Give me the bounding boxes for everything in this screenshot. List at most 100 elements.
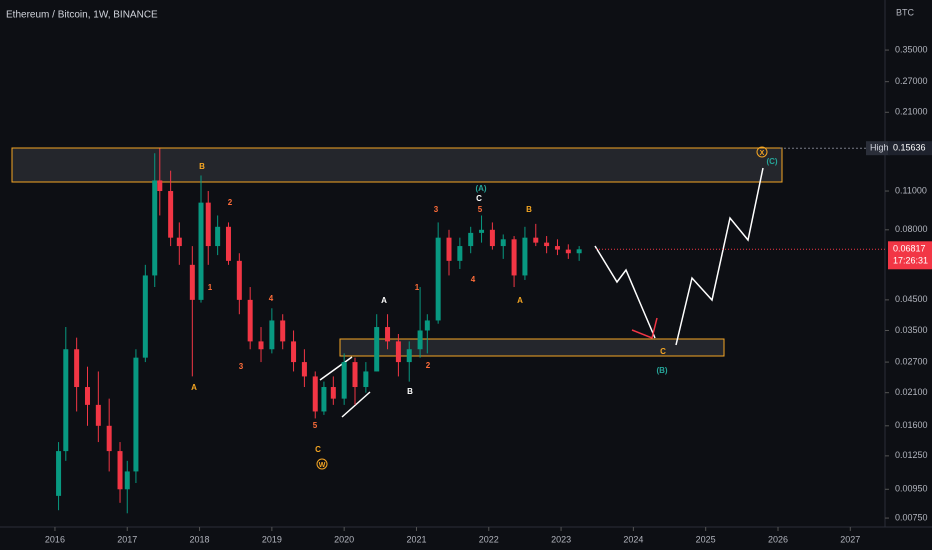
candle-body (489, 229, 495, 247)
wave-label: B (407, 387, 413, 396)
candle-body (565, 249, 571, 254)
y-tick-label: 0.01250 (895, 450, 928, 460)
candle-body (446, 237, 452, 261)
x-tick-label: 2019 (262, 534, 282, 544)
wave-label: 4 (269, 294, 274, 303)
candle-body (385, 327, 391, 342)
wave-label: 1 (415, 283, 420, 292)
candle-body (554, 246, 560, 250)
candle-body (468, 232, 474, 247)
high-value-box (888, 141, 932, 156)
candle-body (321, 387, 327, 412)
candle-body (280, 320, 286, 342)
wave-label: 1 (208, 283, 213, 292)
last-price: 0.06817 (893, 244, 926, 254)
x-tick-label: 2017 (117, 534, 137, 544)
high-label: High (870, 143, 889, 153)
candle-body (74, 349, 80, 388)
wave-label: X (760, 150, 765, 157)
y-tick-label: 0.00950 (895, 484, 928, 494)
x-tick-label: 2020 (334, 534, 354, 544)
y-tick-label: 0.27000 (895, 76, 928, 86)
y-tick-label: 0.02700 (895, 356, 928, 366)
wave-label: B (199, 162, 205, 171)
candle-body (142, 275, 148, 358)
candle-body (374, 327, 380, 372)
wave-label: C (476, 194, 482, 203)
y-tick-label: 0.03500 (895, 325, 928, 335)
plot-area (11, 147, 783, 514)
candle-body (258, 341, 264, 350)
wave-label: C (660, 347, 666, 356)
candle-body (189, 264, 195, 300)
channel-line (319, 356, 353, 381)
candle-body (106, 425, 112, 452)
candle-body (225, 226, 231, 261)
candle-body (417, 330, 423, 350)
wave-label: 5 (478, 205, 483, 214)
candle-body (117, 451, 123, 490)
candle-body (301, 362, 307, 377)
candle-body (176, 237, 182, 247)
candle-body (424, 320, 430, 331)
candle-body (63, 349, 69, 452)
candle-body (352, 362, 358, 388)
wave-label: 5 (313, 421, 318, 430)
candle-body (395, 341, 401, 363)
candle-body (522, 237, 528, 276)
candle-body (56, 451, 62, 496)
candle-body (576, 249, 582, 254)
candle-body (479, 229, 485, 233)
high-label-box (866, 141, 890, 156)
high-value: 0.15636 (893, 143, 926, 153)
candle-body (247, 299, 253, 342)
projection-arrow (631, 317, 658, 340)
x-tick-label: 2024 (623, 534, 643, 544)
projection-path (594, 245, 656, 339)
support-zone (339, 338, 725, 357)
channel-line (341, 391, 371, 418)
currency-label: BTC (896, 7, 915, 17)
candle-body (157, 180, 163, 192)
countdown: 17:26:31 (893, 256, 928, 266)
x-tick-label: 2021 (406, 534, 426, 544)
annotation-circle (756, 146, 768, 158)
y-tick-label: 0.02100 (895, 387, 928, 397)
y-tick-label: 0.01600 (895, 420, 928, 430)
candle-body (457, 246, 463, 261)
candle-body (363, 371, 369, 388)
x-tick-label: 2027 (840, 534, 860, 544)
y-tick-label: 0.08000 (895, 224, 928, 234)
y-tick-label: 0.35000 (895, 44, 928, 54)
wave-label: (B) (656, 366, 667, 375)
wave-label: (A) (475, 184, 486, 193)
candle-body (500, 239, 506, 247)
wave-label: B (526, 205, 532, 214)
axes: 0.35000 0.27000 0.21000 0.11000 0.08000 0.045… (45, 44, 928, 544)
x-tick-label: 2023 (551, 534, 571, 544)
y-tick-label: 0.21000 (895, 107, 928, 117)
resistance-zone (11, 147, 783, 183)
wave-label: 2 (426, 361, 431, 370)
candle-body (435, 237, 441, 321)
candle-body (152, 180, 158, 276)
wave-label: 4 (471, 275, 476, 284)
candle-body (291, 341, 297, 363)
candle-body (312, 376, 318, 412)
candle-body (168, 191, 174, 238)
candle-body (269, 320, 275, 350)
last-price-box (888, 241, 932, 270)
candle-body (205, 202, 211, 247)
wave-label: (C) (766, 157, 777, 166)
annotation-circle (316, 458, 328, 470)
candle-body (533, 237, 539, 243)
candle-body (511, 239, 517, 276)
wave-label: C (315, 445, 321, 454)
x-tick-label: 2016 (45, 534, 65, 544)
candle-body (544, 242, 550, 247)
x-tick-label: 2025 (696, 534, 716, 544)
y-tick-label: 0.11000 (895, 185, 927, 195)
candle-body (95, 404, 101, 426)
wave-label: W (319, 462, 326, 469)
